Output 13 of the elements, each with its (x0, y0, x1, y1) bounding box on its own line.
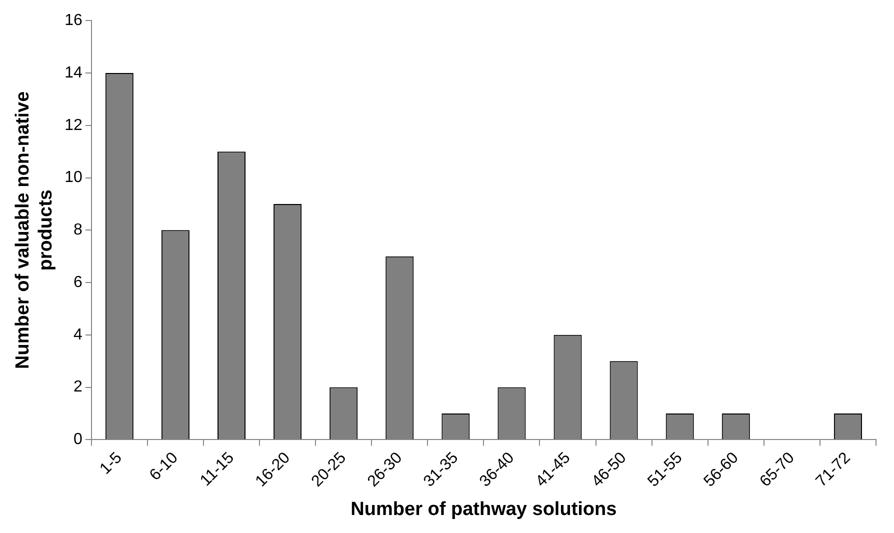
x-axis-title: Number of pathway solutions (350, 498, 617, 520)
y-tick-label: 16 (64, 12, 82, 30)
y-tick-label: 8 (73, 222, 82, 239)
y-tick-label: 12 (64, 116, 82, 134)
y-axis-title: Number of valuable non-native products (12, 91, 56, 369)
y-tick-label: 14 (64, 64, 82, 82)
x-tick-label: 1-5 (96, 449, 126, 478)
x-tick-label: 6-10 (146, 449, 182, 484)
y-tick-label: 4 (73, 326, 82, 344)
y-tick-label: 2 (73, 378, 82, 396)
y-tick-label: 0 (73, 431, 82, 448)
y-tick-label: 6 (73, 274, 82, 291)
y-tick-label: 10 (64, 169, 82, 186)
